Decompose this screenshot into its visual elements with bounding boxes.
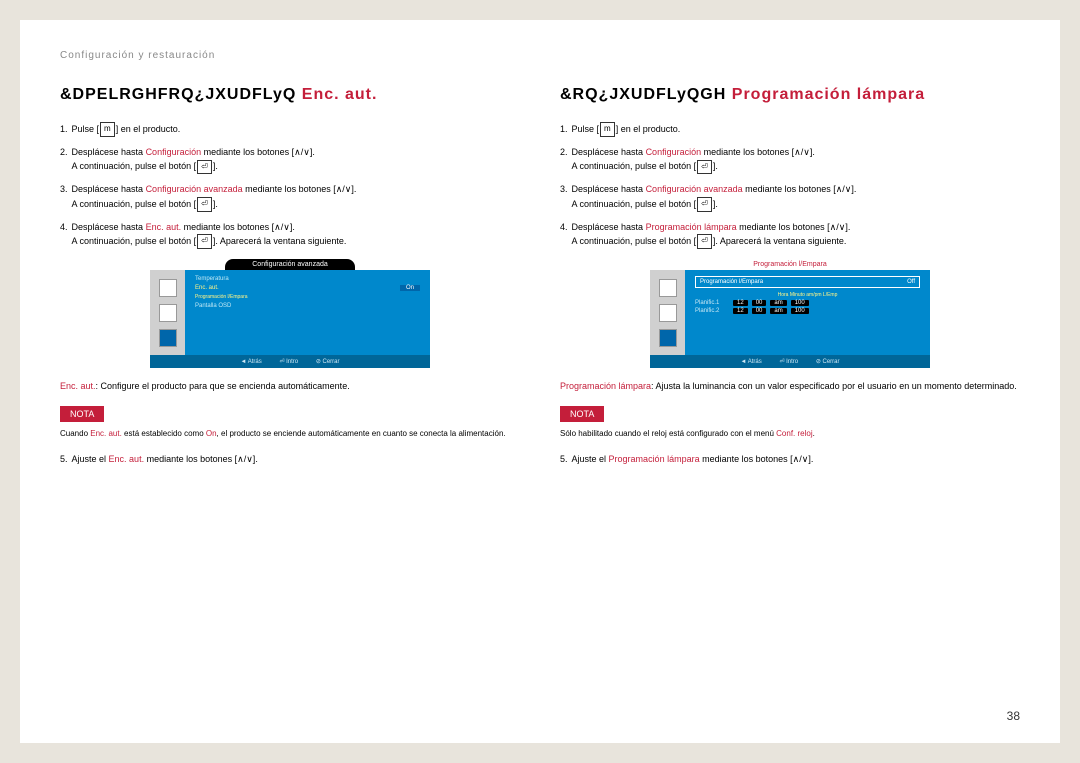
osd-icon-2 [159,304,177,322]
breadcrumb: Configuración y restauración [60,50,1020,61]
step-text: Ajuste el Programación lámpara mediante … [572,452,1020,466]
step-4: 4. Desplácese hasta Enc. aut. mediante l… [60,220,520,249]
description: Programación lámpara: Ajusta la luminanc… [560,380,1020,394]
enter-icon: ⏎ [697,160,712,175]
step-5: 5. Ajuste el Programación lámpara median… [560,452,1020,466]
osd-top-row: Programación l/Empara Off [695,276,920,288]
osd-row: Temperatura [195,276,420,282]
page-number: 38 [1007,709,1020,723]
osd-footer: ◄ Atrás ⏎ Intro ⊘ Cerrar [650,355,930,368]
step-text: Desplácese hasta Configuración mediante … [72,145,520,174]
osd-screenshot-left: Configuración avanzada Temperatura Enc. … [150,259,430,368]
left-column: &DPELRGHFRQ¿JXUDFLyQ Enc. aut. 1. Pulse … [60,86,520,474]
menu-icon: m [100,122,115,137]
two-column-layout: &DPELRGHFRQ¿JXUDFLyQ Enc. aut. 1. Pulse … [60,86,1020,474]
title-red: Enc. aut. [302,86,378,103]
osd-row: Programación l/Empara [195,294,420,300]
osd-content: Temperatura Enc. aut.On Programación l/E… [185,270,430,355]
title-black: &DPELRGHFRQ¿JXUDFLyQ [60,86,296,103]
step-4: 4. Desplácese hasta Programación lámpara… [560,220,1020,249]
osd-row: Pantalla OSD [195,303,420,309]
step-5: 5. Ajuste el Enc. aut. mediante los boto… [60,452,520,466]
osd-table-header: Hora Minuto am/pm L/Emp [695,292,920,298]
step-number: 1. [560,122,568,137]
osd-screenshot-right: Programación l/Empara Programación l/Emp… [650,259,930,368]
osd-header: Programación l/Empara [725,259,855,270]
description: Enc. aut.: Configure el producto para qu… [60,380,520,394]
nota-text: Cuando Enc. aut. está establecido como O… [60,428,520,440]
osd-content: Programación l/Empara Off Hora Minuto am… [685,270,930,355]
step-number: 4. [560,220,568,249]
osd-sidebar [650,270,685,355]
enter-icon: ⏎ [197,197,212,212]
osd-table-row: Planific.2 12 00 am 100 [695,308,920,314]
step-text: Desplácese hasta Programación lámpara me… [572,220,1020,249]
osd-icon-2 [659,304,677,322]
osd-footer: ◄ Atrás ⏎ Intro ⊘ Cerrar [150,355,430,368]
step-number: 3. [60,182,68,211]
step-number: 2. [560,145,568,174]
title-red: Programación lámpara [732,86,925,103]
gear-icon [659,329,677,347]
step-text: Ajuste el Enc. aut. mediante los botones… [72,452,520,466]
step-2: 2. Desplácese hasta Configuración median… [60,145,520,174]
osd-icon-1 [659,279,677,297]
step-1: 1. Pulse [m] en el producto. [560,122,1020,137]
enter-icon: ⏎ [197,234,212,249]
osd-table-row: Planific.1 12 00 am 100 [695,300,920,306]
osd-body: Programación l/Empara Off Hora Minuto am… [650,270,930,355]
step-text: Pulse [m] en el producto. [72,122,520,137]
step-text: Desplácese hasta Configuración avanzada … [572,182,1020,211]
manual-page: Configuración y restauración &DPELRGHFRQ… [20,20,1060,743]
osd-row: Enc. aut.On [195,285,420,291]
osd-sidebar [150,270,185,355]
right-section-title: &RQ¿JXUDFLyQGH Programación lámpara [560,86,1020,104]
enter-icon: ⏎ [697,197,712,212]
gear-icon [159,329,177,347]
nota-badge: NOTA [60,406,104,422]
enter-icon: ⏎ [697,234,712,249]
step-3: 3. Desplácese hasta Configuración avanza… [560,182,1020,211]
osd-header: Configuración avanzada [225,259,355,270]
step-3: 3. Desplácese hasta Configuración avanza… [60,182,520,211]
step-number: 4. [60,220,68,249]
step-number: 3. [560,182,568,211]
osd-icon-1 [159,279,177,297]
step-2: 2. Desplácese hasta Configuración median… [560,145,1020,174]
enter-icon: ⏎ [197,160,212,175]
nota-text: Sólo habilitado cuando el reloj está con… [560,428,1020,440]
step-number: 2. [60,145,68,174]
left-section-title: &DPELRGHFRQ¿JXUDFLyQ Enc. aut. [60,86,520,104]
step-text: Pulse [m] en el producto. [572,122,1020,137]
step-text: Desplácese hasta Configuración avanzada … [72,182,520,211]
step-text: Desplácese hasta Enc. aut. mediante los … [72,220,520,249]
nota-badge: NOTA [560,406,604,422]
title-black: &RQ¿JXUDFLyQGH [560,86,726,103]
step-number: 5. [560,452,568,466]
step-text: Desplácese hasta Configuración mediante … [572,145,1020,174]
step-number: 5. [60,452,68,466]
step-number: 1. [60,122,68,137]
right-column: &RQ¿JXUDFLyQGH Programación lámpara 1. P… [560,86,1020,474]
osd-body: Temperatura Enc. aut.On Programación l/E… [150,270,430,355]
osd-table: Hora Minuto am/pm L/Emp Planific.1 12 00… [695,292,920,314]
menu-icon: m [600,122,615,137]
step-1: 1. Pulse [m] en el producto. [60,122,520,137]
